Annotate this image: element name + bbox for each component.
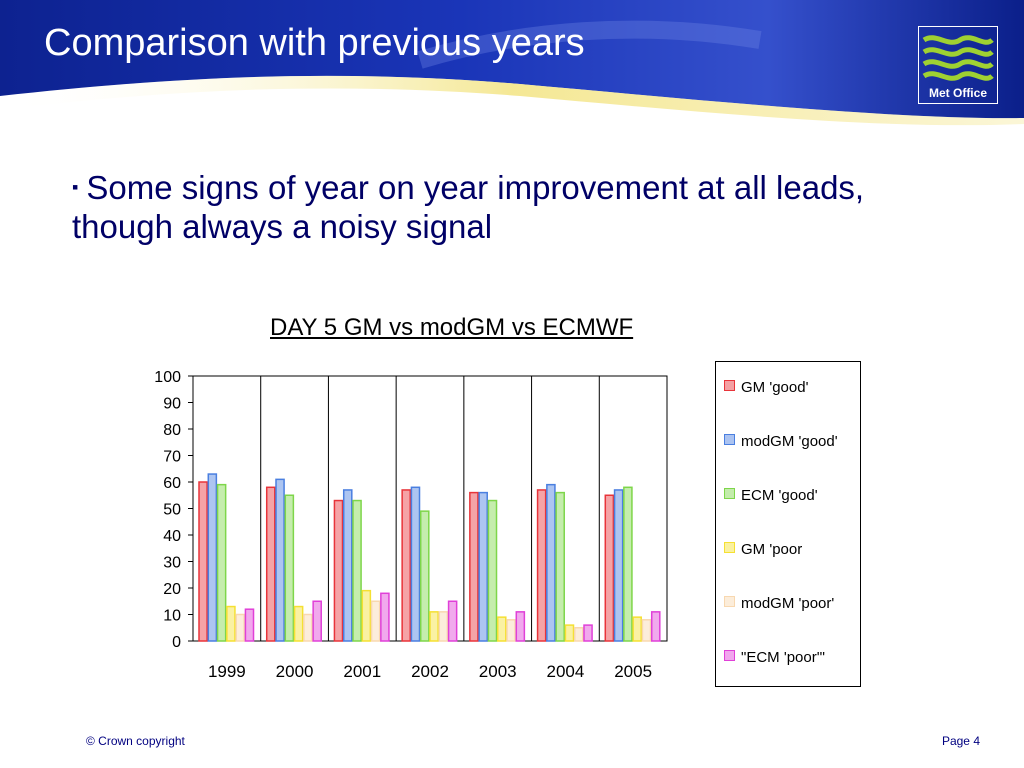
bar bbox=[312, 600, 322, 642]
legend-swatch-icon bbox=[724, 596, 735, 607]
bar bbox=[496, 616, 507, 642]
bar bbox=[419, 510, 430, 642]
chart-legend: GM 'good' modGM 'good' ECM 'good' GM 'poor m… bbox=[715, 361, 861, 687]
legend-label: ECM 'good' bbox=[741, 487, 818, 504]
bar bbox=[380, 592, 390, 642]
bullet-point: ▪ Some signs of year on year improvement … bbox=[72, 168, 952, 246]
legend-swatch-icon bbox=[724, 650, 735, 661]
bar bbox=[623, 486, 633, 642]
legend-swatch-icon bbox=[724, 434, 735, 445]
x-tick-label: 2005 bbox=[614, 662, 652, 681]
legend-item: "ECM 'poor'" bbox=[724, 649, 825, 669]
x-tick-label: 2003 bbox=[479, 662, 517, 681]
bar bbox=[515, 611, 526, 642]
bar bbox=[447, 600, 458, 642]
y-tick-label: 40 bbox=[163, 528, 181, 545]
bar bbox=[401, 489, 411, 642]
x-tick-label: 2004 bbox=[547, 662, 585, 681]
bar bbox=[583, 624, 593, 642]
bar bbox=[303, 613, 313, 642]
bar bbox=[244, 608, 255, 642]
bar bbox=[352, 499, 362, 642]
x-tick-label: 2002 bbox=[411, 662, 449, 681]
logo-text: Met Office bbox=[928, 86, 987, 100]
bar bbox=[613, 489, 624, 642]
legend-item: GM 'good' bbox=[724, 379, 808, 399]
x-tick-label: 1999 bbox=[208, 662, 246, 681]
bar bbox=[478, 491, 488, 642]
footer-copyright: © Crown copyright bbox=[86, 734, 185, 748]
bar bbox=[546, 483, 556, 642]
bar bbox=[361, 589, 372, 642]
bullet-text: Some signs of year on year improvement a… bbox=[72, 169, 865, 245]
bar bbox=[641, 619, 652, 642]
legend-label: GM 'good' bbox=[741, 379, 809, 396]
legend-swatch-icon bbox=[724, 488, 735, 499]
bar bbox=[235, 613, 245, 642]
bar bbox=[429, 611, 439, 642]
x-tick-label: 2000 bbox=[276, 662, 314, 681]
bullet-marker-icon: ▪ bbox=[72, 177, 79, 197]
bar bbox=[469, 491, 479, 642]
slide-header bbox=[0, 0, 1024, 126]
bar bbox=[207, 473, 218, 642]
legend-label: GM 'poor bbox=[741, 541, 803, 558]
bar bbox=[506, 619, 516, 642]
legend-item: GM 'poor bbox=[724, 541, 802, 561]
chart-title: DAY 5 GM vs modGM vs ECMWF bbox=[270, 314, 634, 341]
bar bbox=[284, 494, 295, 642]
bar bbox=[573, 627, 584, 642]
y-tick-label: 10 bbox=[163, 608, 181, 625]
bar bbox=[370, 600, 381, 642]
bar bbox=[438, 611, 449, 642]
legend-item: modGM 'poor' bbox=[724, 595, 834, 615]
bar bbox=[198, 481, 208, 642]
x-tick-label: 2001 bbox=[343, 662, 381, 681]
legend-swatch-icon bbox=[724, 380, 735, 391]
legend-label: modGM 'good' bbox=[741, 433, 838, 450]
y-tick-label: 100 bbox=[154, 369, 181, 386]
slide-title: Comparison with previous years bbox=[44, 22, 585, 64]
bar bbox=[216, 483, 227, 642]
bar bbox=[555, 491, 565, 642]
legend-swatch-icon bbox=[724, 542, 735, 553]
met-office-logo: Met Office bbox=[917, 25, 999, 105]
y-tick-label: 20 bbox=[163, 581, 181, 598]
bar bbox=[604, 494, 615, 642]
plot-area bbox=[192, 375, 668, 642]
y-tick-label: 70 bbox=[163, 449, 181, 466]
y-tick-label: 80 bbox=[163, 422, 181, 439]
y-tick-label: 30 bbox=[163, 555, 181, 572]
bar bbox=[536, 489, 547, 642]
legend-item: modGM 'good' bbox=[724, 433, 838, 453]
y-tick-label: 0 bbox=[172, 634, 181, 651]
bar bbox=[226, 605, 236, 642]
bar bbox=[293, 605, 304, 642]
bar bbox=[275, 478, 285, 642]
page-number: Page 4 bbox=[941, 734, 980, 748]
bar bbox=[265, 486, 276, 642]
bar bbox=[632, 616, 642, 642]
legend-item: ECM 'good' bbox=[724, 487, 818, 507]
legend-label: "ECM 'poor'" bbox=[741, 649, 825, 666]
legend-label: modGM 'poor' bbox=[741, 595, 835, 612]
bar bbox=[564, 624, 575, 642]
bar bbox=[410, 486, 421, 642]
bar bbox=[342, 489, 353, 642]
bar bbox=[650, 611, 661, 642]
bar bbox=[333, 499, 344, 642]
y-tick-label: 60 bbox=[163, 475, 181, 492]
y-tick-label: 50 bbox=[163, 502, 181, 519]
bar bbox=[487, 499, 498, 642]
y-tick-label: 90 bbox=[163, 396, 181, 413]
